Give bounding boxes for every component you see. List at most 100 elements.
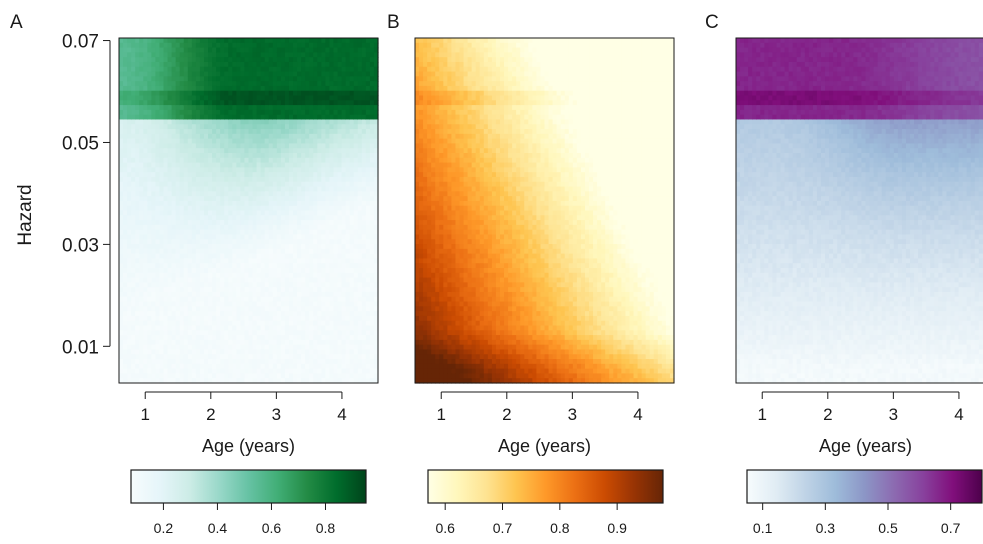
- heatmap-cell: [337, 282, 343, 288]
- heatmap-cell: [167, 42, 173, 49]
- heatmap-cell: [365, 363, 371, 370]
- heatmap-cell: [305, 268, 310, 274]
- heatmap-cell: [260, 215, 266, 221]
- heatmap-cell: [195, 100, 201, 106]
- heatmap-cell: [329, 344, 335, 351]
- heatmap-cell: [139, 268, 144, 274]
- heatmap-cell: [313, 272, 318, 279]
- heatmap-cell: [139, 138, 144, 145]
- heatmap-cell: [280, 124, 286, 130]
- heatmap-cell: [232, 224, 237, 231]
- heatmap-cell: [272, 109, 278, 116]
- heatmap-cell: [216, 172, 221, 178]
- heatmap-cell: [163, 320, 169, 327]
- heatmap-cell: [361, 57, 367, 63]
- heatmap-cell: [155, 311, 161, 317]
- heatmap-cell: [127, 105, 132, 111]
- heatmap-cell: [427, 277, 432, 283]
- heatmap-cell: [220, 330, 225, 336]
- heatmap-cell: [260, 176, 266, 183]
- heatmap-cell: [297, 272, 302, 279]
- heatmap-cell: [208, 95, 213, 101]
- heatmap-cell: [293, 81, 298, 87]
- heatmap-cell: [240, 378, 246, 384]
- heatmap-cell: [415, 282, 420, 288]
- heatmap-cell: [268, 61, 274, 68]
- heatmap-cell: [191, 282, 197, 288]
- heatmap-cell: [325, 325, 331, 331]
- heatmap-cell: [305, 124, 310, 130]
- heatmap-cell: [288, 339, 294, 346]
- heatmap-cell: [119, 71, 124, 77]
- heatmap-cell: [248, 85, 254, 92]
- heatmap-cell: [199, 52, 205, 58]
- heatmap-cell: [212, 38, 217, 44]
- heatmap-cell: [272, 253, 278, 260]
- heatmap-cell: [264, 363, 270, 370]
- heatmap-cell: [256, 244, 262, 250]
- heatmap-cell: [264, 191, 270, 197]
- heatmap-cell: [131, 301, 136, 307]
- heatmap-cell: [228, 76, 233, 82]
- heatmap-cell: [361, 215, 367, 221]
- heatmap-cell: [123, 368, 128, 375]
- heatmap-cell: [171, 133, 177, 140]
- heatmap-cell: [232, 205, 237, 212]
- heatmap-cell: [179, 272, 185, 279]
- heatmap-cell: [143, 215, 148, 221]
- heatmap-cell: [293, 119, 298, 125]
- heatmap-cell: [244, 167, 250, 173]
- heatmap-cell: [317, 71, 322, 77]
- heatmap-cell: [171, 215, 177, 221]
- heatmap-cell: [264, 176, 270, 183]
- heatmap-cell: [163, 277, 169, 283]
- heatmap-cell: [427, 138, 432, 145]
- heatmap-cell: [179, 47, 185, 53]
- heatmap-cell: [284, 191, 290, 197]
- heatmap-cell: [191, 272, 197, 279]
- heatmap-cell: [135, 61, 140, 68]
- heatmap-cell: [155, 349, 161, 355]
- heatmap-cell: [143, 148, 148, 154]
- heatmap-cell: [268, 301, 274, 307]
- heatmap-cell: [203, 220, 209, 226]
- heatmap-cell: [135, 320, 140, 327]
- heatmap-cell: [337, 239, 343, 245]
- heatmap-cell: [309, 344, 314, 351]
- heatmap-cell: [333, 42, 339, 49]
- heatmap-cell: [131, 368, 136, 375]
- heatmap-cell: [183, 205, 189, 212]
- heatmap-cell: [139, 320, 144, 327]
- heatmap-cell: [187, 81, 193, 87]
- heatmap-cell: [268, 344, 274, 351]
- heatmap-cell: [143, 373, 148, 379]
- heatmap-cell: [293, 210, 298, 216]
- heatmap-cell: [228, 224, 233, 231]
- heatmap-cell: [127, 42, 132, 49]
- heatmap-cell: [224, 100, 229, 106]
- heatmap-cell: [240, 181, 246, 188]
- heatmap-cell: [361, 263, 367, 269]
- heatmap-cell: [155, 61, 161, 68]
- heatmap-cell: [135, 153, 140, 159]
- heatmap-cell: [147, 57, 152, 63]
- heatmap-cell: [313, 315, 318, 322]
- heatmap-cell: [135, 186, 140, 192]
- heatmap-cell: [419, 38, 424, 44]
- heatmap-cell: [155, 90, 161, 97]
- heatmap-cell: [427, 335, 432, 341]
- heatmap-cell: [127, 325, 132, 331]
- heatmap-cell: [288, 186, 294, 192]
- heatmap-cell: [349, 291, 355, 298]
- heatmap-cell: [167, 244, 173, 250]
- heatmap-cell: [431, 176, 436, 183]
- heatmap-cell: [329, 320, 335, 327]
- heatmap-cell: [349, 100, 355, 106]
- heatmap-cell: [317, 229, 322, 236]
- heatmap-cell: [293, 363, 298, 370]
- heatmap-cell: [147, 248, 152, 255]
- heatmap-cell: [369, 124, 375, 130]
- heatmap-cell: [191, 157, 197, 164]
- heatmap-cell: [135, 210, 140, 216]
- heatmap-cell: [212, 287, 217, 293]
